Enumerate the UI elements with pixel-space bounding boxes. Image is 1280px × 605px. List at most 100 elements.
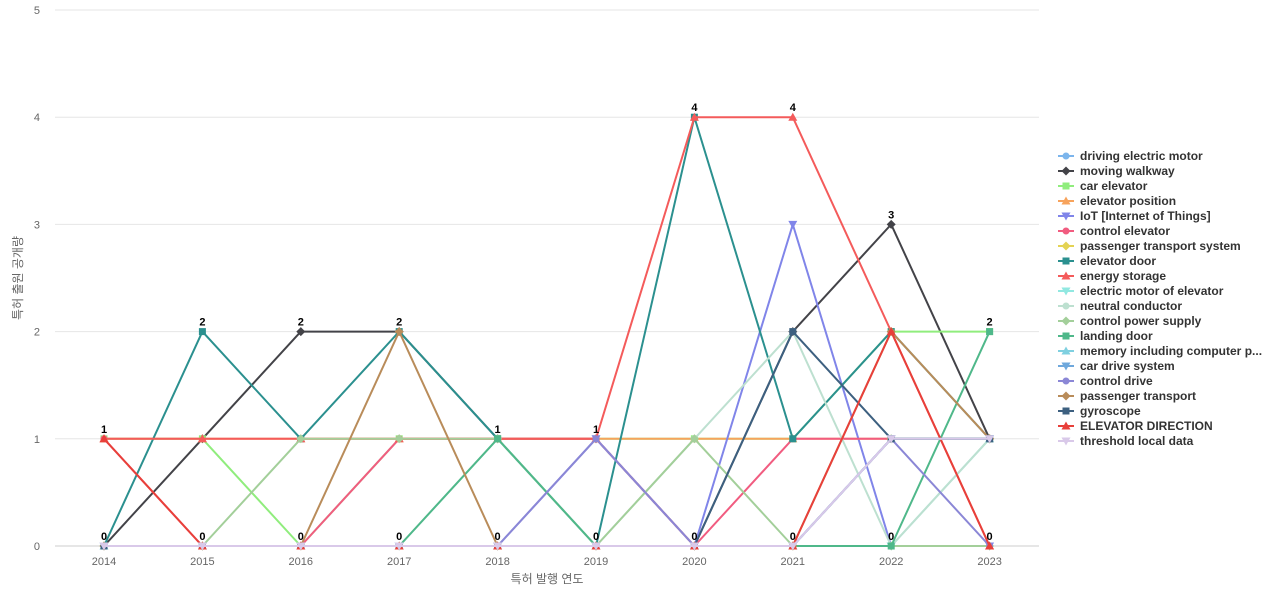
legend-item[interactable]: control elevator xyxy=(1058,223,1262,238)
x-tick-label: 2015 xyxy=(190,556,214,568)
legend-label: car elevator xyxy=(1080,178,1148,193)
legend-item[interactable]: elevator door xyxy=(1058,253,1262,268)
legend-item[interactable]: ELEVATOR DIRECTION xyxy=(1058,418,1262,433)
legend-swatch xyxy=(1058,227,1074,234)
legend-item[interactable]: control power supply xyxy=(1058,313,1262,328)
chart-legend: driving electric motor moving walkway car … xyxy=(1058,148,1262,448)
data-point xyxy=(197,542,207,551)
legend-marker xyxy=(1061,391,1071,400)
data-label: 1 xyxy=(593,424,599,436)
legend-swatch xyxy=(1058,287,1074,295)
data-label: 2 xyxy=(199,317,205,329)
legend-swatch xyxy=(1058,152,1074,159)
legend-marker xyxy=(1061,241,1071,250)
data-point xyxy=(985,541,995,550)
legend-label: memory including computer p... xyxy=(1080,343,1263,358)
data-label-zero: 0 xyxy=(593,531,599,543)
legend-item[interactable]: control drive xyxy=(1058,373,1262,388)
legend-marker xyxy=(1062,152,1070,159)
legend-item[interactable]: gyroscope xyxy=(1058,403,1262,418)
series-group xyxy=(99,112,995,550)
legend-label: threshold local data xyxy=(1080,433,1194,448)
legend-item[interactable]: car drive system xyxy=(1058,358,1262,373)
series-line xyxy=(104,116,991,547)
legend-item[interactable]: memory including computer p... xyxy=(1058,343,1262,358)
legend-swatch xyxy=(1058,182,1074,189)
data-point xyxy=(985,435,995,444)
legend-item[interactable]: energy storage xyxy=(1058,268,1262,283)
y-tick-label: 4 xyxy=(34,112,40,124)
legend-swatch xyxy=(1058,407,1074,414)
data-label-zero: 0 xyxy=(790,531,796,543)
legend-item[interactable]: neutral conductor xyxy=(1058,298,1262,313)
series-line xyxy=(103,223,991,547)
data-point xyxy=(886,219,896,229)
legend-item[interactable]: landing door xyxy=(1058,328,1262,343)
legend-marker xyxy=(1061,166,1071,175)
data-point xyxy=(689,434,699,444)
data-point xyxy=(197,434,207,443)
legend-marker xyxy=(1061,362,1071,370)
series-line xyxy=(104,223,990,547)
legend-label: passenger transport xyxy=(1080,388,1197,403)
data-label: 1 xyxy=(495,424,501,436)
data-point xyxy=(494,435,502,443)
series-group xyxy=(99,220,995,551)
legend-item[interactable]: moving walkway xyxy=(1058,163,1262,178)
grid-lines xyxy=(55,9,1039,547)
data-point xyxy=(789,328,797,336)
data-label: 1 xyxy=(101,424,107,436)
x-tick-label: 2020 xyxy=(682,556,706,568)
legend-item[interactable]: driving electric motor xyxy=(1058,148,1262,163)
data-label-zero: 0 xyxy=(396,531,402,543)
legend-item[interactable]: IoT [Internet of Things] xyxy=(1058,208,1262,223)
legend-label: control elevator xyxy=(1080,223,1171,238)
legend-swatch xyxy=(1058,316,1074,325)
legend-swatch xyxy=(1058,196,1074,204)
data-point xyxy=(296,327,306,337)
legend-swatch xyxy=(1058,166,1074,175)
data-point xyxy=(788,112,798,121)
legend-item[interactable]: passenger transport system xyxy=(1058,238,1262,253)
x-tick-label: 2021 xyxy=(781,556,805,568)
legend-item[interactable]: threshold local data xyxy=(1058,433,1262,448)
legend-marker xyxy=(1062,227,1070,234)
legend-marker xyxy=(1062,407,1070,414)
legend-label: ELEVATOR DIRECTION xyxy=(1080,418,1213,433)
legend-label: control power supply xyxy=(1080,313,1202,328)
x-axis-title: 특허 발행 연도 xyxy=(511,571,584,586)
y-tick-label: 2 xyxy=(34,327,40,339)
data-label: 2 xyxy=(396,317,402,329)
legend-item[interactable]: passenger transport xyxy=(1058,388,1262,403)
data-point xyxy=(99,542,109,551)
data-point xyxy=(788,220,798,229)
legend-swatch xyxy=(1058,257,1074,264)
legend-label: car drive system xyxy=(1080,358,1175,373)
legend-item[interactable]: car elevator xyxy=(1058,178,1262,193)
data-label-zero: 0 xyxy=(199,531,205,543)
data-point xyxy=(788,542,798,551)
data-label-zero: 0 xyxy=(298,531,304,543)
series-group xyxy=(100,435,994,550)
x-tick-label: 2014 xyxy=(92,556,116,568)
data-point xyxy=(887,542,895,550)
legend-marker xyxy=(1061,346,1071,354)
legend-marker xyxy=(1062,332,1070,339)
legend-swatch xyxy=(1058,212,1074,220)
legend-marker xyxy=(1061,437,1071,445)
data-point xyxy=(296,434,306,444)
legend-item[interactable]: elevator position xyxy=(1058,193,1262,208)
x-tick-label: 2022 xyxy=(879,556,903,568)
legend-item[interactable]: electric motor of elevator xyxy=(1058,283,1262,298)
data-labels: 1 2 2 2 1 1 4 4 3 2 0 0 0 0 0 0 0 0 0 0 xyxy=(101,102,993,543)
data-point xyxy=(296,542,306,551)
legend-label: IoT [Internet of Things] xyxy=(1080,208,1211,223)
x-tick-label: 2019 xyxy=(584,556,608,568)
legend-label: control drive xyxy=(1080,373,1153,388)
legend-swatch xyxy=(1058,391,1074,400)
data-point xyxy=(493,542,503,551)
data-point xyxy=(886,327,896,336)
series-lines xyxy=(99,112,995,551)
